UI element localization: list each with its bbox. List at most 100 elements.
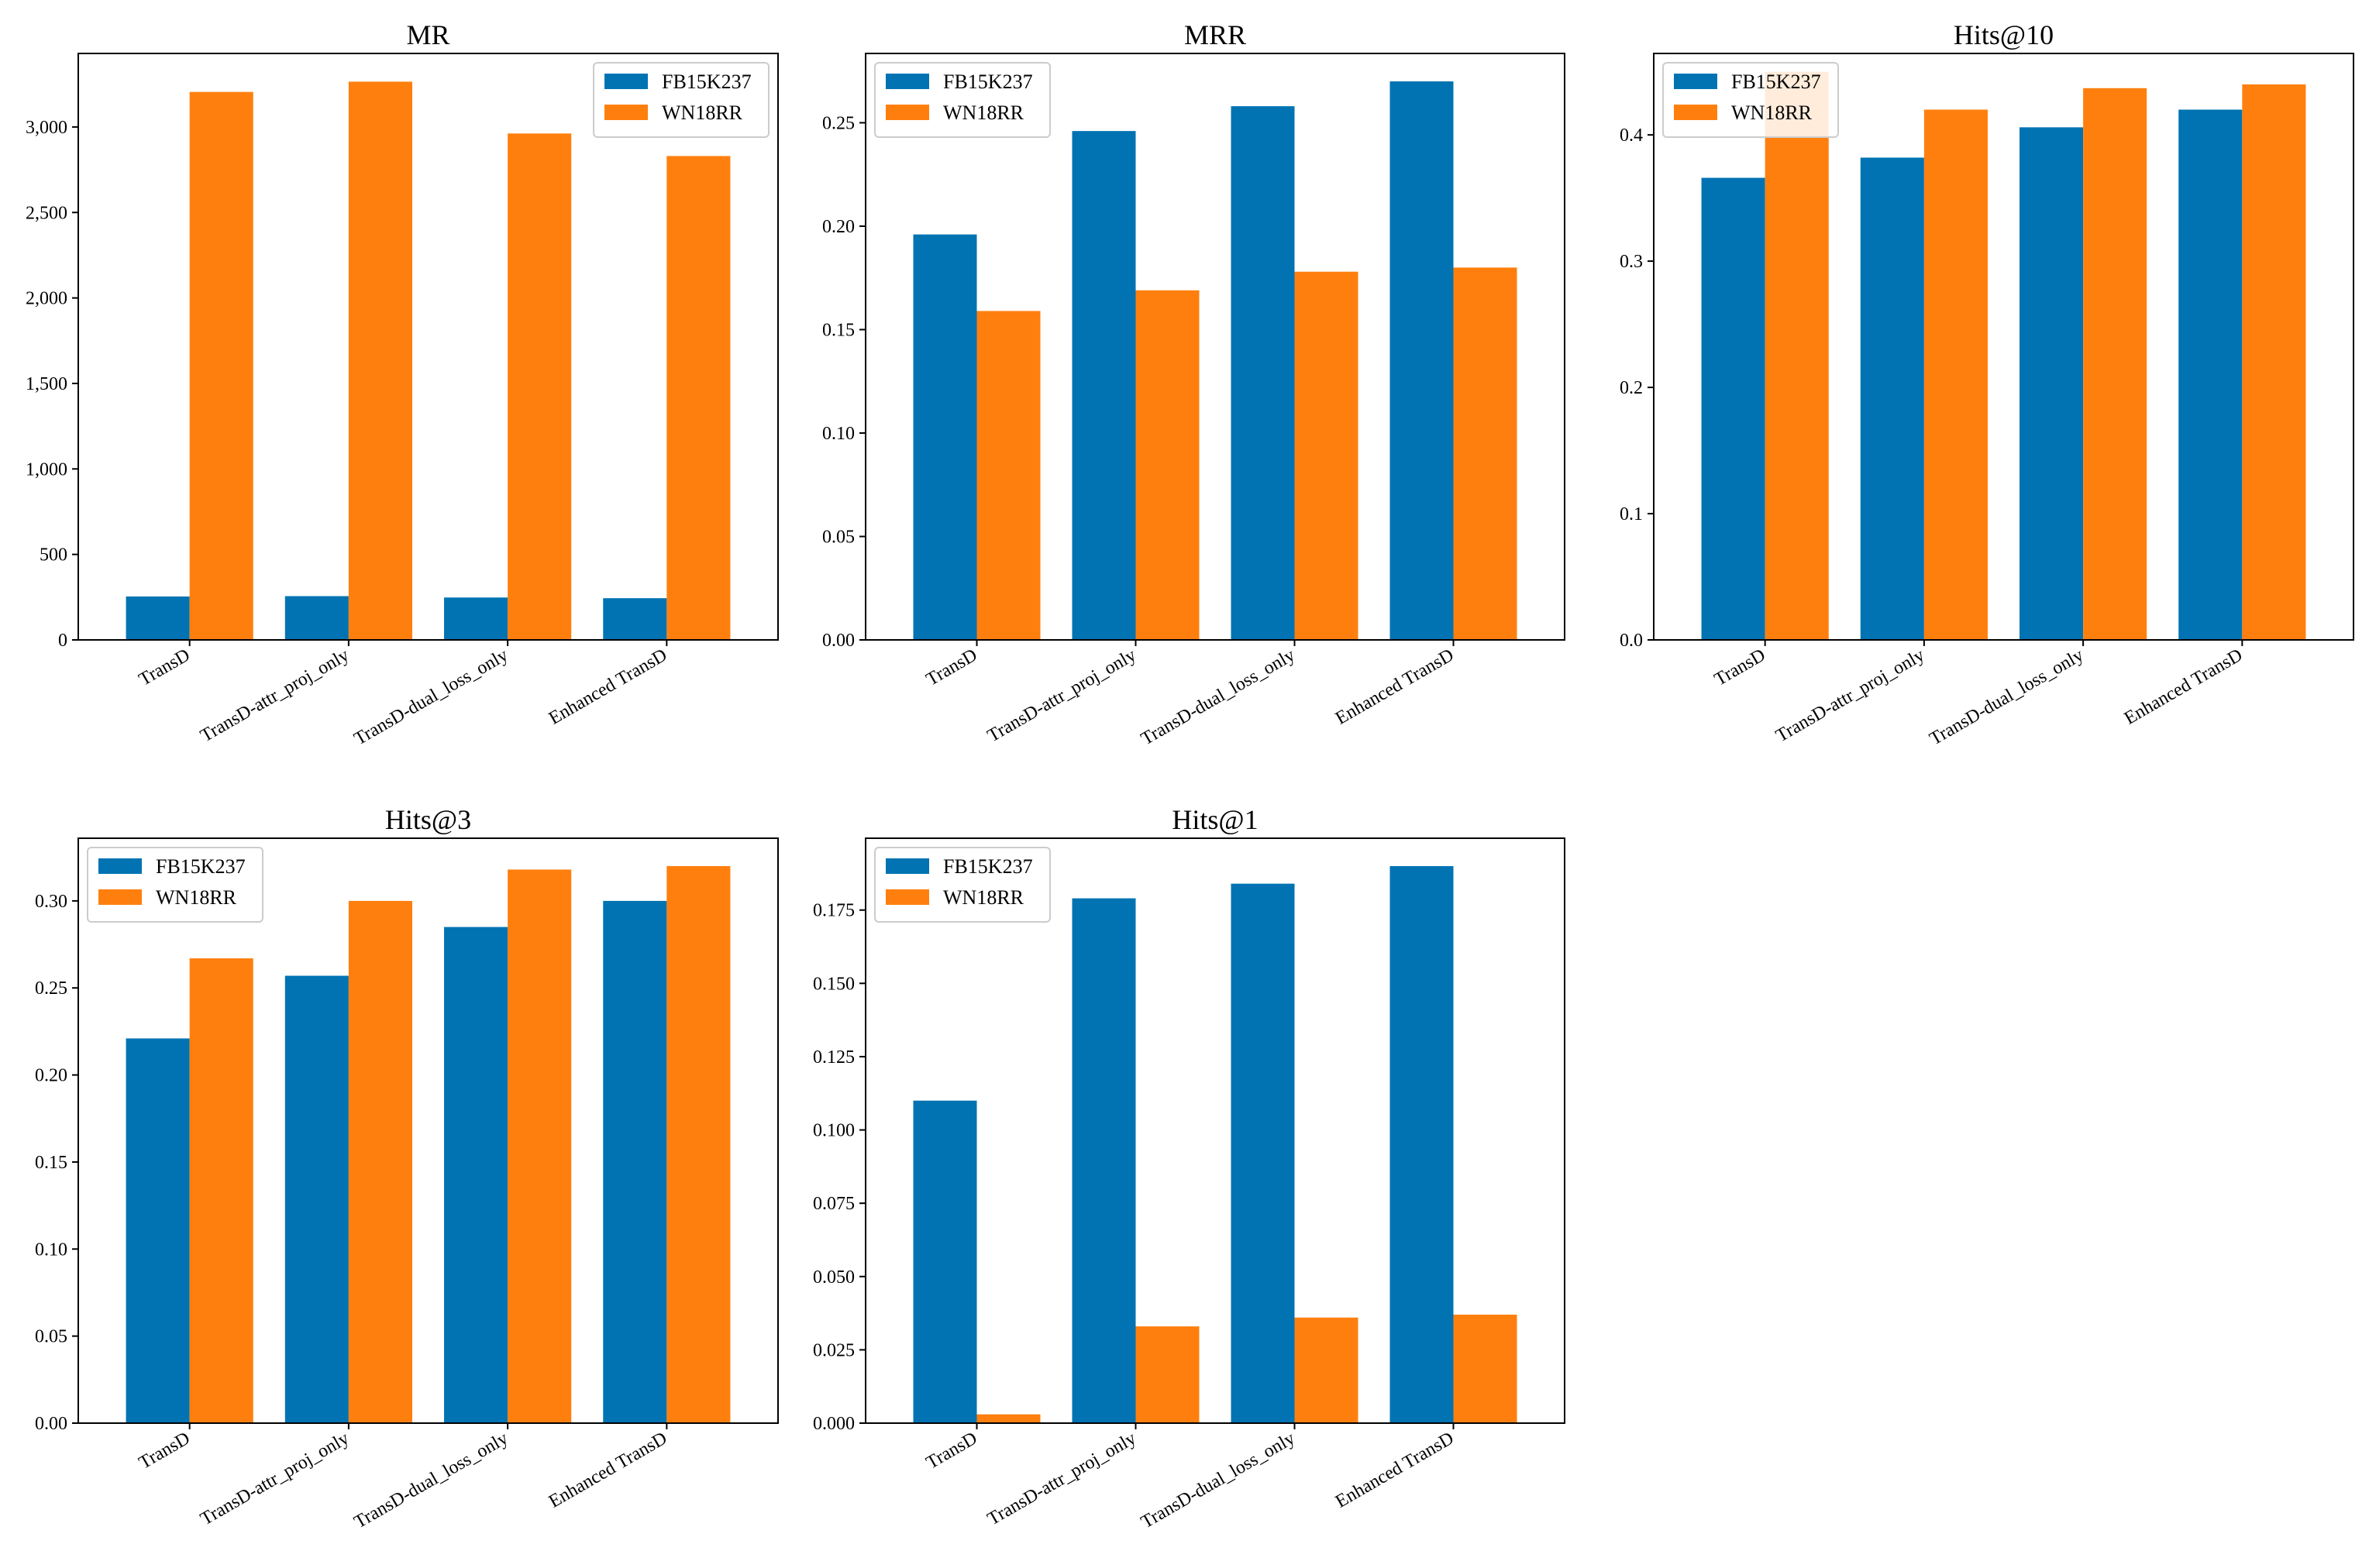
x-tick-label: TransD-dual_loss_only [1138, 1429, 1298, 1533]
y-tick-label: 0.100 [813, 1121, 855, 1141]
x-tick-label: TransD [923, 1429, 981, 1473]
y-tick-label: 500 [40, 545, 67, 566]
bar-fb15k237-1 [126, 1038, 190, 1423]
bar-fb15k237-1 [913, 234, 977, 640]
plot-frame [77, 837, 779, 1424]
x-tick-label: TransD-dual_loss_only [351, 1429, 511, 1533]
legend-swatch-wn18rr [98, 889, 142, 905]
y-tick-label: 3,000 [26, 118, 67, 138]
x-tick-label: TransD-dual_loss_only [1138, 645, 1298, 750]
y-tick-label: 0.10 [822, 424, 855, 444]
x-tick-label: TransD [136, 1429, 194, 1473]
legend-label: FB15K237 [943, 70, 1033, 93]
legend-swatch-fb15k237 [886, 74, 929, 89]
x-tick-label: TransD [136, 645, 194, 690]
bar-fb15k237-2 [1072, 898, 1136, 1423]
y-tick-label: 0.05 [822, 527, 855, 547]
legend-label: FB15K237 [1731, 70, 1821, 93]
x-tick-label: TransD-attr_proj_only [1772, 645, 1927, 747]
y-tick-label: 0.3 [1620, 252, 1643, 272]
bar-wn18rr-1 [976, 1414, 1041, 1423]
y-tick-label: 0 [58, 631, 67, 651]
bar-wn18rr-3 [508, 133, 572, 640]
x-tick-label: TransD-attr_proj_only [197, 1429, 352, 1530]
legend-label: WN18RR [156, 886, 237, 909]
y-tick-label: 0.20 [822, 217, 855, 237]
y-tick-label: 0.00 [35, 1414, 67, 1434]
y-tick-label: 0.025 [813, 1340, 855, 1360]
y-tick-label: 0.25 [822, 113, 855, 133]
legend-swatch-wn18rr [886, 889, 929, 905]
y-tick-label: 0.15 [822, 320, 855, 340]
y-tick-label: 0.175 [813, 901, 855, 921]
legend: FB15K237 WN18RR [1662, 62, 1839, 138]
legend-swatch-wn18rr [604, 105, 648, 120]
y-tick-label: 0.2 [1620, 378, 1643, 398]
legend-label: FB15K237 [943, 855, 1033, 878]
y-tick-label: 0.30 [35, 892, 67, 912]
chart-title: Hits@10 [1954, 19, 2054, 50]
bar-wn18rr-2 [348, 900, 412, 1423]
y-tick-label: 0.15 [35, 1153, 67, 1173]
legend-swatch-wn18rr [886, 105, 929, 120]
bar-wn18rr-4 [1453, 1314, 1517, 1423]
y-tick-label: 0.10 [35, 1240, 67, 1260]
plot-frame [865, 837, 1565, 1424]
x-tick-label: TransD-attr_proj_only [197, 645, 352, 747]
bar-wn18rr-4 [666, 156, 731, 641]
x-tick-label: Enhanced TransD [546, 1429, 670, 1512]
bar-wn18rr-1 [189, 958, 253, 1423]
y-tick-label: 0.4 [1620, 126, 1643, 146]
bar-wn18rr-3 [2083, 88, 2147, 640]
x-tick-label: TransD [1711, 645, 1769, 690]
chart-panel-1: MR TransD TransD-attr_proj_onlyTransD-dual… [26, 19, 779, 750]
bar-fb15k237-3 [2020, 127, 2084, 640]
bar-fb15k237-2 [1860, 157, 1924, 640]
y-tick-label: 0.25 [35, 978, 67, 999]
y-tick-label: 0.1 [1620, 504, 1643, 524]
bar-wn18rr-1 [976, 311, 1041, 640]
bar-fb15k237-4 [603, 900, 667, 1423]
legend-label: WN18RR [943, 886, 1024, 909]
bar-fb15k237-3 [444, 597, 508, 640]
legend: FB15K237 WN18RR [87, 847, 263, 923]
x-tick-label: TransD-attr_proj_only [984, 1429, 1139, 1530]
x-tick-label: TransD-dual_loss_only [351, 645, 511, 750]
x-tick-label: TransD-dual_loss_only [1927, 645, 2087, 750]
legend-label: WN18RR [1731, 101, 1813, 124]
y-tick-label: 2,000 [26, 289, 67, 309]
y-tick-label: 0.150 [813, 974, 855, 994]
chart-title: Hits@3 [385, 804, 471, 835]
chart-title: MRR [1184, 19, 1246, 50]
legend-swatch-fb15k237 [886, 858, 929, 874]
x-tick-label: Enhanced TransD [2121, 645, 2246, 729]
bar-wn18rr-4 [2242, 84, 2306, 641]
chart-panel-3: Hits@10 TransD TransD-attr_proj_onlyTransD… [1620, 19, 2354, 749]
plot-frame [77, 53, 779, 641]
bar-fb15k237-4 [1389, 865, 1454, 1423]
legend-swatch-fb15k237 [1674, 74, 1717, 89]
y-tick-label: 0.050 [813, 1267, 855, 1288]
bar-wn18rr-2 [348, 81, 412, 640]
bar-fb15k237-2 [284, 596, 349, 640]
y-tick-label: 1,500 [26, 374, 67, 394]
plot-frame [1653, 53, 2354, 641]
x-tick-label: Enhanced TransD [546, 645, 670, 729]
bar-wn18rr-3 [1294, 1317, 1358, 1423]
legend-label: FB15K237 [156, 855, 246, 878]
legend-swatch-wn18rr [1674, 105, 1717, 120]
bar-wn18rr-1 [1765, 71, 1829, 640]
plot-frame [865, 53, 1565, 641]
bar-wn18rr-1 [189, 91, 253, 641]
legend-label: WN18RR [662, 101, 743, 124]
y-tick-label: 2,500 [26, 203, 67, 223]
x-tick-label: Enhanced TransD [1332, 1429, 1457, 1512]
y-tick-label: 0.075 [813, 1194, 855, 1214]
legend-label: FB15K237 [662, 70, 752, 93]
x-tick-label: TransD [923, 645, 981, 690]
legend-swatch-fb15k237 [98, 858, 142, 874]
y-tick-label: 0.125 [813, 1047, 855, 1068]
y-tick-label: 0.20 [35, 1066, 67, 1086]
bar-fb15k237-1 [1701, 177, 1765, 640]
bar-wn18rr-4 [666, 865, 731, 1423]
